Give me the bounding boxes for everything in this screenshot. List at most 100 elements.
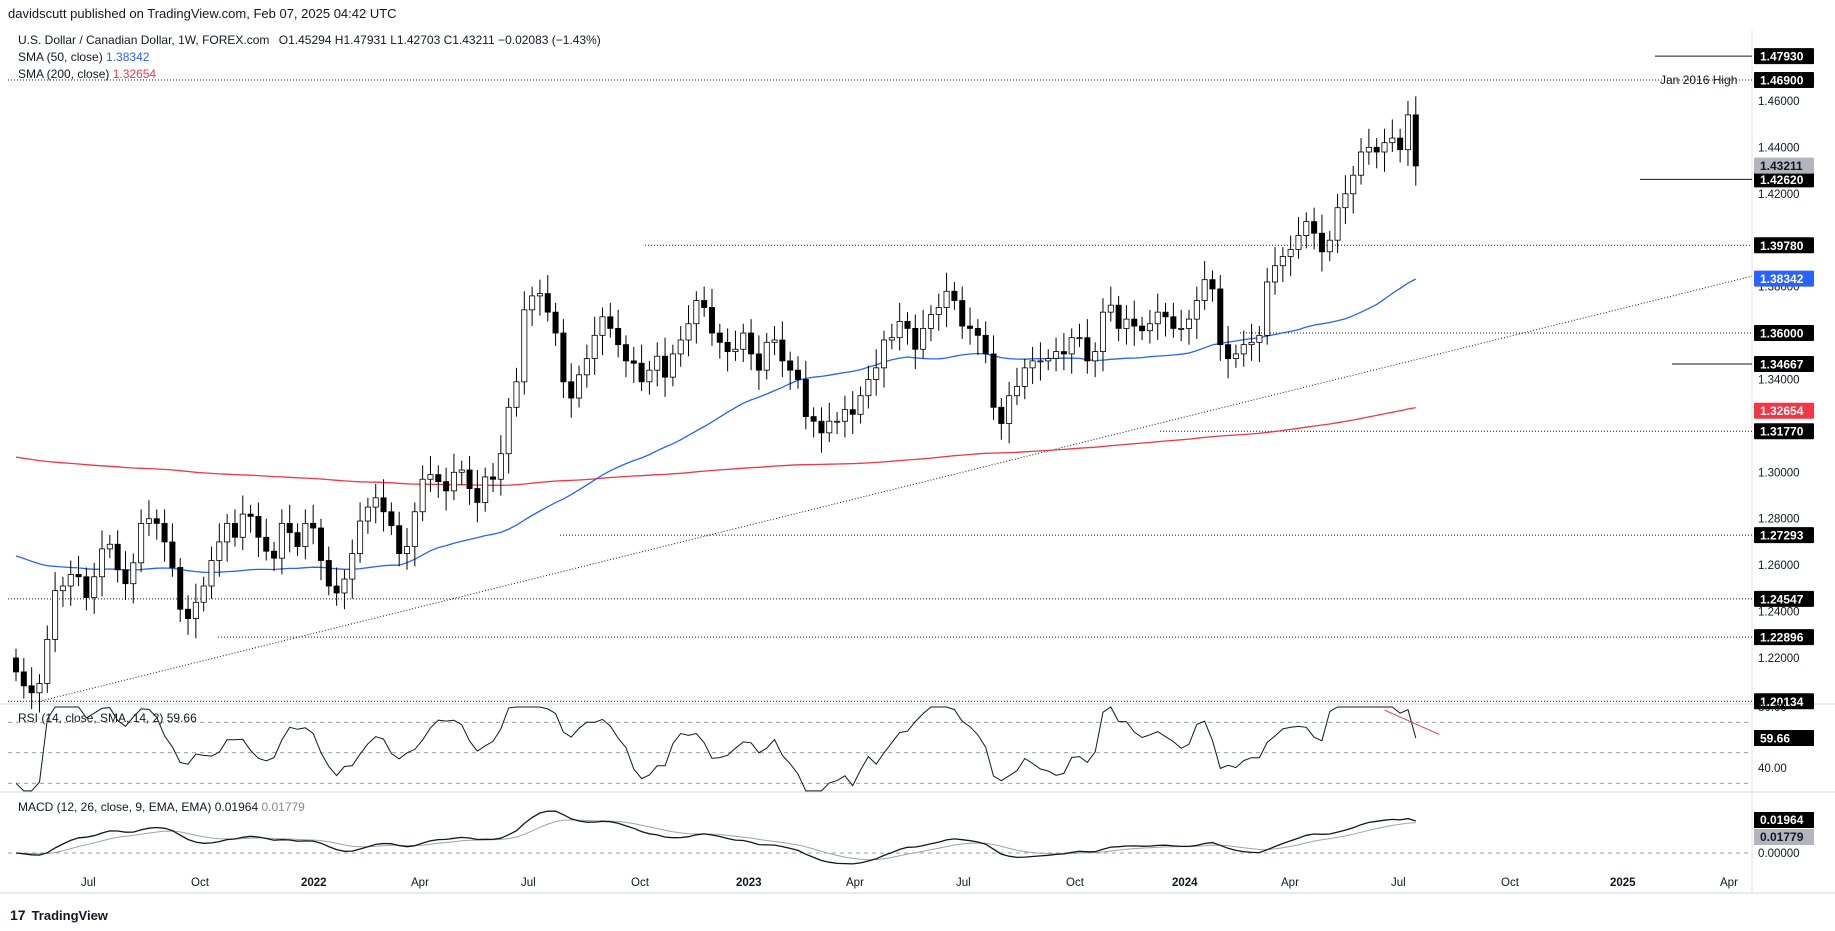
rsi-divergence-line [1384,709,1440,735]
candle-body [208,560,215,587]
candle-body [185,608,192,619]
candle [333,567,340,606]
candle [435,465,442,498]
candle-body [1232,353,1239,359]
sma50-line [15,278,1417,574]
signal-value: 0.01779 [261,800,305,814]
candle-body [1279,256,1286,267]
candle [1404,100,1411,166]
candle [1209,270,1216,302]
candle [951,281,958,310]
candle [779,321,786,378]
annotation-label: Jan 2016 High [1660,73,1737,87]
candle-body [490,476,497,480]
candle-body [755,353,762,371]
candle [1264,268,1271,345]
candle [943,272,950,328]
level-badge: 1.47930 [1760,50,1804,64]
candle [912,314,919,370]
ohlc-values: O1.45294 H1.47931 L1.42703 C1.43211 −0.0… [278,33,601,47]
candle [364,497,371,534]
candle-body [943,290,950,308]
sma200-badge-bg [1754,402,1814,419]
candle-body [388,511,395,527]
candle [982,321,989,364]
candle [708,288,715,346]
candle [114,530,121,583]
candle-body [1162,311,1169,318]
candle-body [239,513,246,538]
candle [192,583,199,639]
candle [1178,309,1185,342]
candle-body [1256,334,1263,343]
candle-body [529,295,536,311]
candle-body [677,339,684,355]
x-tick-label: 2024 [1172,877,1198,889]
candle-body [873,367,880,380]
candle-body [1350,174,1357,195]
rsi-legend: RSI (14, close, SMA, 14, 2) 59.66 [18,711,197,725]
candle-body [787,360,794,371]
candle [544,275,551,322]
candle [669,344,676,387]
macd-legend: MACD (12, 26, close, 9, EMA, EMA) 0.0196… [18,800,305,814]
candle [255,502,262,558]
candle-body [302,522,309,547]
candle [1334,193,1341,253]
candle-body [849,409,856,415]
sma200-value: 1.32654 [112,67,157,81]
candle [1342,175,1349,224]
candle-body [615,327,622,346]
candle-body [1060,351,1067,355]
candle-body [1170,316,1177,329]
candle [505,398,512,474]
candle-body [380,497,387,513]
candle-body [403,546,410,554]
candle [396,511,403,567]
candle-body [912,327,919,350]
candle [1029,346,1036,385]
rsi-badge: 59.66 [1760,732,1790,746]
candle [771,326,778,356]
candle [91,562,98,614]
candle [795,356,802,389]
x-tick-label: Apr [411,877,429,889]
signal-badge-bg [1754,829,1814,845]
candle-body [1318,232,1325,253]
candle-body [771,339,778,343]
level-badge-bg [1754,527,1814,544]
x-tick-label: Jul [81,877,96,889]
level-badge-bg [1754,693,1814,710]
candle [474,469,481,523]
level-badge: 1.31770 [1760,425,1804,439]
x-tick-label: 2022 [301,877,327,889]
candle-body [357,520,364,554]
candle [36,674,43,713]
candle-body [224,522,231,543]
candle [1006,381,1013,444]
candle [411,502,418,567]
candle-body [1045,358,1052,362]
candle [763,333,770,380]
candle-body [255,515,262,538]
candle [1115,295,1122,342]
candle-body [341,578,348,594]
candle [1248,323,1255,361]
candle-body [1201,279,1208,301]
candle-body [865,379,872,397]
candle [1037,342,1044,381]
y-tick-label: 1.46000 [1758,96,1800,108]
candle [615,309,622,358]
candle-body [669,353,676,378]
candle [357,502,364,563]
candle-body [1068,337,1075,355]
candle [638,344,645,392]
candle-body [411,511,418,547]
candle-body [1272,265,1279,283]
x-tick-label: 2023 [736,877,762,889]
candle-body [951,290,958,301]
candle [169,523,176,577]
candle-body [1006,395,1013,424]
candle [1350,165,1357,214]
